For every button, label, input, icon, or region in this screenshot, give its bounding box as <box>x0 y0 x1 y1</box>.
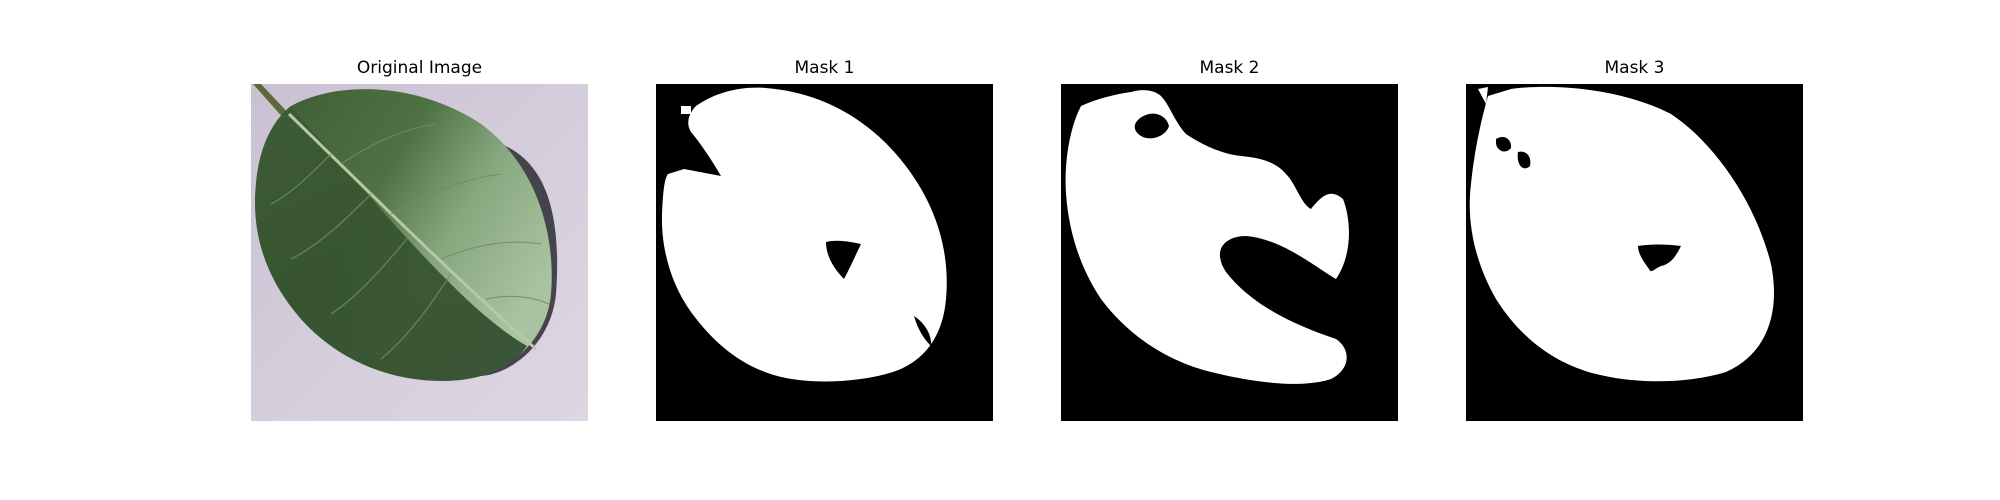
panel-original-image: Original Image <box>251 58 588 421</box>
panel-mask-2: Mask 2 <box>1061 58 1398 421</box>
mask-1-image <box>656 84 993 421</box>
mask-notch <box>914 316 932 346</box>
mask-speck <box>681 106 691 114</box>
mask-speck <box>1478 87 1488 104</box>
panel-title: Original Image <box>356 58 483 78</box>
mask-2-image <box>1061 84 1398 421</box>
leaf-midrib <box>287 112 537 351</box>
mask-foreground <box>1065 90 1349 384</box>
leaf-stem <box>253 84 291 120</box>
mask-3-image <box>1466 84 1803 421</box>
panel-title: Mask 2 <box>1199 58 1260 78</box>
panel-title: Mask 3 <box>1604 58 1665 78</box>
mask-foreground <box>661 87 947 382</box>
leaf-photo <box>251 84 588 421</box>
panel-mask-1: Mask 1 <box>656 58 993 421</box>
mask-foreground <box>1469 86 1774 382</box>
leaf-veins <box>270 123 550 360</box>
leaf-dark-half <box>255 106 527 381</box>
panel-mask-3: Mask 3 <box>1466 58 1803 421</box>
panel-title: Mask 1 <box>794 58 855 78</box>
